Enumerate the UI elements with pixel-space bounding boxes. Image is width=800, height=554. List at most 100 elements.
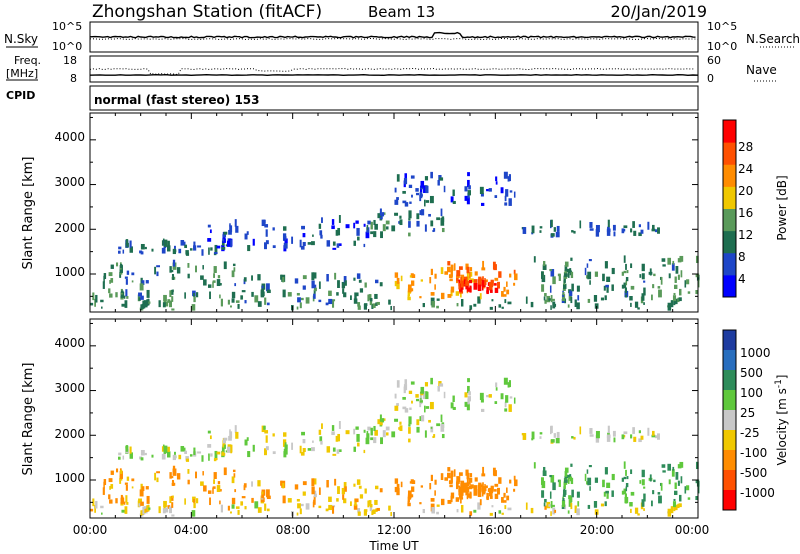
velocity-echo-cell — [300, 503, 304, 507]
power-echo-cell — [465, 280, 470, 286]
power-echo-cell — [219, 294, 221, 299]
velocity-echo-cell — [488, 394, 492, 398]
power-echo-cell — [630, 285, 635, 290]
power-echo-cell — [623, 255, 626, 263]
nave-series-line — [89, 67, 696, 75]
power-echo-cell — [237, 303, 240, 309]
power-echo-cell — [388, 299, 391, 305]
velocity-echo-cell — [282, 495, 286, 504]
velocity-echo-cell — [244, 506, 247, 510]
velocity-echo-cell — [456, 509, 459, 513]
velocity-echo-cell — [460, 504, 464, 513]
velocity-echo-cell — [335, 435, 339, 442]
power-echo-cell — [623, 282, 627, 289]
power-echo-cell — [408, 218, 411, 221]
power-echo-cell — [282, 277, 285, 283]
power-echo-cell — [402, 190, 406, 194]
power-echo-cell — [167, 240, 170, 246]
power-echo-cell — [539, 226, 543, 229]
power-echo-cell — [354, 292, 359, 297]
power-echo-cell — [353, 240, 356, 246]
power-echo-cell — [314, 287, 317, 292]
power-echo-cell — [321, 217, 323, 223]
velocity-echo-cell — [481, 484, 484, 488]
power-echo-cell — [353, 298, 358, 304]
velocity-echo-cell — [641, 469, 645, 478]
power-echo-cell — [189, 248, 193, 251]
velocity-echo-cell — [119, 478, 122, 484]
velocity-echo-cell — [589, 427, 593, 434]
power-echo-cell — [573, 230, 576, 234]
velocity-echo-cell — [364, 488, 367, 494]
power-echo-cell — [241, 290, 246, 293]
velocity-echo-cell — [265, 446, 269, 451]
velocity-echo-cell — [621, 477, 624, 482]
velocity-echo-cell — [542, 470, 547, 476]
velocity-echo-cell — [92, 498, 95, 507]
velocity-echo-cell — [567, 477, 570, 484]
velocity-echo-cell — [230, 511, 232, 514]
velocity-echo-cell — [623, 461, 626, 469]
power-echo-cell — [554, 303, 557, 307]
velocity-echo-cell — [257, 507, 262, 513]
power-echo-cell — [430, 292, 435, 296]
velocity-echo-cell — [466, 482, 470, 487]
velocity-echo-cell — [450, 402, 454, 409]
power-echo-cell — [311, 241, 315, 246]
velocity-echo-cell — [621, 490, 625, 495]
velocity-echo-cell — [491, 505, 494, 508]
power-echo-cell — [466, 284, 469, 290]
velocity-echo-cell — [145, 486, 149, 490]
power-echo-cell — [550, 233, 555, 237]
power-echo-cell — [489, 285, 492, 289]
velocity-echo-cell — [408, 438, 411, 443]
power-echo-cell — [244, 300, 247, 304]
power-echo-cell — [595, 224, 600, 233]
velocity-echo-cell — [213, 479, 215, 484]
power-echo-cell — [561, 294, 566, 302]
velocity-echo-cell — [544, 499, 547, 503]
power-colorbar-segment — [723, 208, 736, 232]
velocity-echo-cell — [231, 497, 236, 505]
power-echo-cell — [110, 278, 114, 283]
velocity-echo-cell — [404, 379, 408, 385]
power-echo-cell — [232, 263, 236, 267]
power-echo-cell — [377, 213, 381, 219]
velocity-echo-cell — [498, 510, 502, 514]
power-echo-cell — [506, 289, 510, 295]
power-echo-cell — [495, 176, 498, 182]
velocity-echo-cell — [124, 482, 128, 485]
power-echo-cell — [243, 277, 247, 282]
velocity-echo-cell — [432, 435, 435, 439]
power-echo-cell — [364, 303, 368, 306]
velocity-echo-cell — [305, 503, 310, 510]
velocity-echo-cell — [223, 467, 227, 476]
velocity-echo-cell — [156, 477, 159, 483]
power-echo-cell — [432, 229, 435, 233]
nsky-left-tick-bottom: 10^0 — [52, 40, 82, 53]
velocity-echo-cell — [503, 492, 506, 498]
velocity-echo-cell — [443, 391, 446, 399]
velocity-echo-cell — [621, 434, 625, 440]
power-echo-cell — [364, 282, 367, 288]
velocity-echo-cell — [424, 382, 429, 387]
power-echo-cell — [221, 240, 225, 246]
velocity-echo-cell — [632, 427, 635, 434]
power-echo-cell — [459, 288, 461, 291]
power-echo-cell — [420, 279, 424, 282]
velocity-echo-cell — [232, 469, 236, 473]
velocity-echo-cell — [336, 449, 340, 454]
power-echo-cell — [552, 298, 555, 301]
velocity-echo-cell — [651, 500, 653, 507]
velocity-echo-cell — [161, 446, 164, 452]
velocity-echo-cell — [555, 438, 560, 444]
power-echo-cell — [509, 190, 513, 193]
velocity-cbar-tick-25: 25 — [740, 406, 755, 420]
velocity-echo-cell — [115, 468, 119, 473]
velocity-echo-cell — [210, 453, 213, 457]
power-echo-cell — [144, 302, 147, 307]
velocity-echo-cell — [169, 506, 172, 514]
velocity-echo-cell — [312, 478, 317, 485]
velocity-echo-cell — [677, 480, 680, 486]
velocity-echo-cell — [695, 479, 700, 484]
